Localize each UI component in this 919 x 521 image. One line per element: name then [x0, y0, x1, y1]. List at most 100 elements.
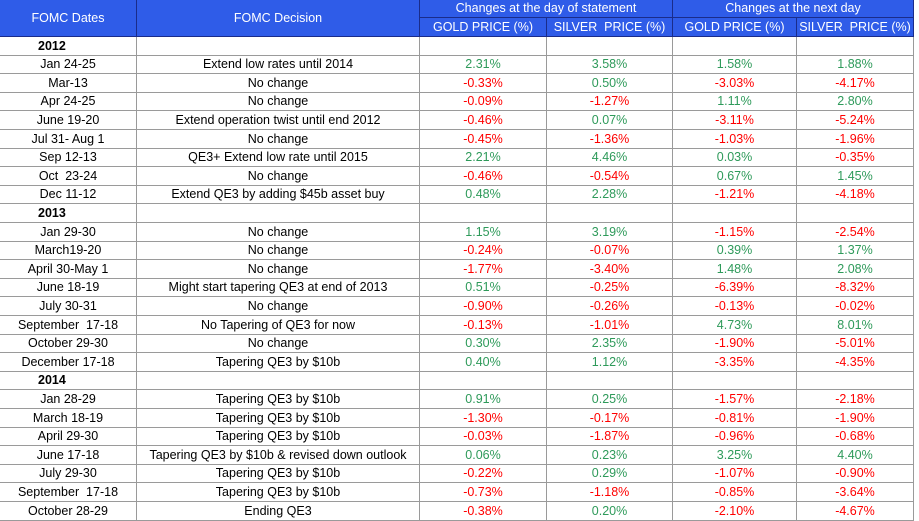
decision-cell: Tapering QE3 by $10b: [137, 464, 420, 484]
date-cell: April 29-30: [0, 427, 137, 447]
date-cell: Jan 28-29: [0, 390, 137, 409]
empty-cell: [547, 37, 673, 56]
value-cell: 1.88%: [797, 55, 914, 75]
date-cell: Dec 11-12: [0, 185, 137, 205]
decision-cell: No change: [137, 92, 420, 112]
value-cell: -1.03%: [673, 130, 797, 149]
date-cell: December 17-18: [0, 353, 137, 372]
value-cell: -0.02%: [797, 297, 914, 316]
value-cell: -3.64%: [797, 483, 914, 502]
value-cell: -1.57%: [673, 390, 797, 409]
value-cell: -1.07%: [673, 464, 797, 484]
decision-cell: Extend low rates until 2014: [137, 55, 420, 75]
decision-cell: Extend QE3 by adding $45b asset buy: [137, 185, 420, 205]
decision-cell: Tapering QE3 by $10b: [137, 353, 420, 372]
value-cell: 0.29%: [547, 464, 673, 484]
decision-cell: No change: [137, 130, 420, 149]
value-cell: -0.73%: [420, 483, 547, 502]
date-cell: June 19-20: [0, 111, 137, 130]
value-cell: 2.35%: [547, 334, 673, 354]
value-cell: 0.51%: [420, 278, 547, 298]
decision-cell: Ending QE3: [137, 502, 420, 521]
empty-cell: [547, 204, 673, 223]
value-cell: -1.01%: [547, 316, 673, 335]
date-cell: Sep 12-13: [0, 148, 137, 168]
date-cell: June 18-19: [0, 278, 137, 298]
value-cell: 2.08%: [797, 260, 914, 279]
value-cell: -3.03%: [673, 74, 797, 93]
date-cell: October 28-29: [0, 502, 137, 521]
value-cell: -0.38%: [420, 502, 547, 521]
value-cell: -3.11%: [673, 111, 797, 130]
value-cell: -0.96%: [673, 427, 797, 447]
empty-cell: [673, 37, 797, 56]
date-cell: Oct 23-24: [0, 167, 137, 186]
value-cell: -2.18%: [797, 390, 914, 409]
value-cell: 4.40%: [797, 446, 914, 465]
value-cell: 1.11%: [673, 92, 797, 112]
empty-cell: [420, 37, 547, 56]
value-cell: 2.31%: [420, 55, 547, 75]
value-cell: 3.25%: [673, 446, 797, 465]
value-cell: -0.07%: [547, 241, 673, 261]
value-cell: -1.77%: [420, 260, 547, 279]
value-cell: -0.81%: [673, 409, 797, 428]
value-cell: -2.54%: [797, 223, 914, 242]
decision-cell: Tapering QE3 by $10b: [137, 390, 420, 409]
value-cell: 0.40%: [420, 353, 547, 372]
decision-cell: Tapering QE3 by $10b: [137, 409, 420, 428]
value-cell: -1.96%: [797, 130, 914, 149]
decision-cell: No change: [137, 74, 420, 93]
value-cell: -2.10%: [673, 502, 797, 521]
decision-cell: Tapering QE3 by $10b: [137, 427, 420, 447]
value-cell: -0.90%: [420, 297, 547, 316]
value-cell: 1.48%: [673, 260, 797, 279]
date-cell: Jan 24-25: [0, 55, 137, 75]
value-cell: -4.67%: [797, 502, 914, 521]
value-cell: 0.67%: [673, 167, 797, 186]
empty-cell: [137, 37, 420, 56]
value-cell: -8.32%: [797, 278, 914, 298]
header-cell: SILVER PRICE (%): [797, 18, 914, 37]
date-cell: July 30-31: [0, 297, 137, 316]
empty-cell: [673, 204, 797, 223]
empty-cell: [797, 204, 914, 223]
value-cell: -0.45%: [420, 130, 547, 149]
decision-cell: No change: [137, 241, 420, 261]
decision-cell: QE3+ Extend low rate until 2015: [137, 148, 420, 168]
empty-cell: [137, 371, 420, 391]
date-cell: October 29-30: [0, 334, 137, 354]
header-cell: FOMC Decision: [137, 0, 420, 37]
date-cell: Jan 29-30: [0, 223, 137, 242]
value-cell: 0.06%: [420, 446, 547, 465]
value-cell: -0.13%: [673, 297, 797, 316]
decision-cell: Extend operation twist until end 2012: [137, 111, 420, 130]
date-cell: September 17-18: [0, 483, 137, 502]
value-cell: 0.07%: [547, 111, 673, 130]
value-cell: -1.21%: [673, 185, 797, 205]
value-cell: 1.45%: [797, 167, 914, 186]
value-cell: -0.03%: [420, 427, 547, 447]
header-group: Changes at the day of statement: [420, 0, 673, 18]
value-cell: 4.46%: [547, 148, 673, 168]
value-cell: 1.37%: [797, 241, 914, 261]
year-label: 2014: [0, 371, 137, 391]
date-cell: Mar-13: [0, 74, 137, 93]
value-cell: -0.68%: [797, 427, 914, 447]
value-cell: 3.58%: [547, 55, 673, 75]
value-cell: -0.25%: [547, 278, 673, 298]
empty-cell: [673, 371, 797, 391]
header-group: Changes at the next day: [673, 0, 914, 18]
date-cell: Apr 24-25: [0, 92, 137, 112]
value-cell: 1.58%: [673, 55, 797, 75]
value-cell: -0.09%: [420, 92, 547, 112]
date-cell: Jul 31- Aug 1: [0, 130, 137, 149]
value-cell: -3.35%: [673, 353, 797, 372]
value-cell: 0.03%: [673, 148, 797, 168]
value-cell: -0.85%: [673, 483, 797, 502]
year-label: 2012: [0, 37, 137, 56]
value-cell: -0.54%: [547, 167, 673, 186]
value-cell: -0.13%: [420, 316, 547, 335]
value-cell: -0.90%: [797, 464, 914, 484]
